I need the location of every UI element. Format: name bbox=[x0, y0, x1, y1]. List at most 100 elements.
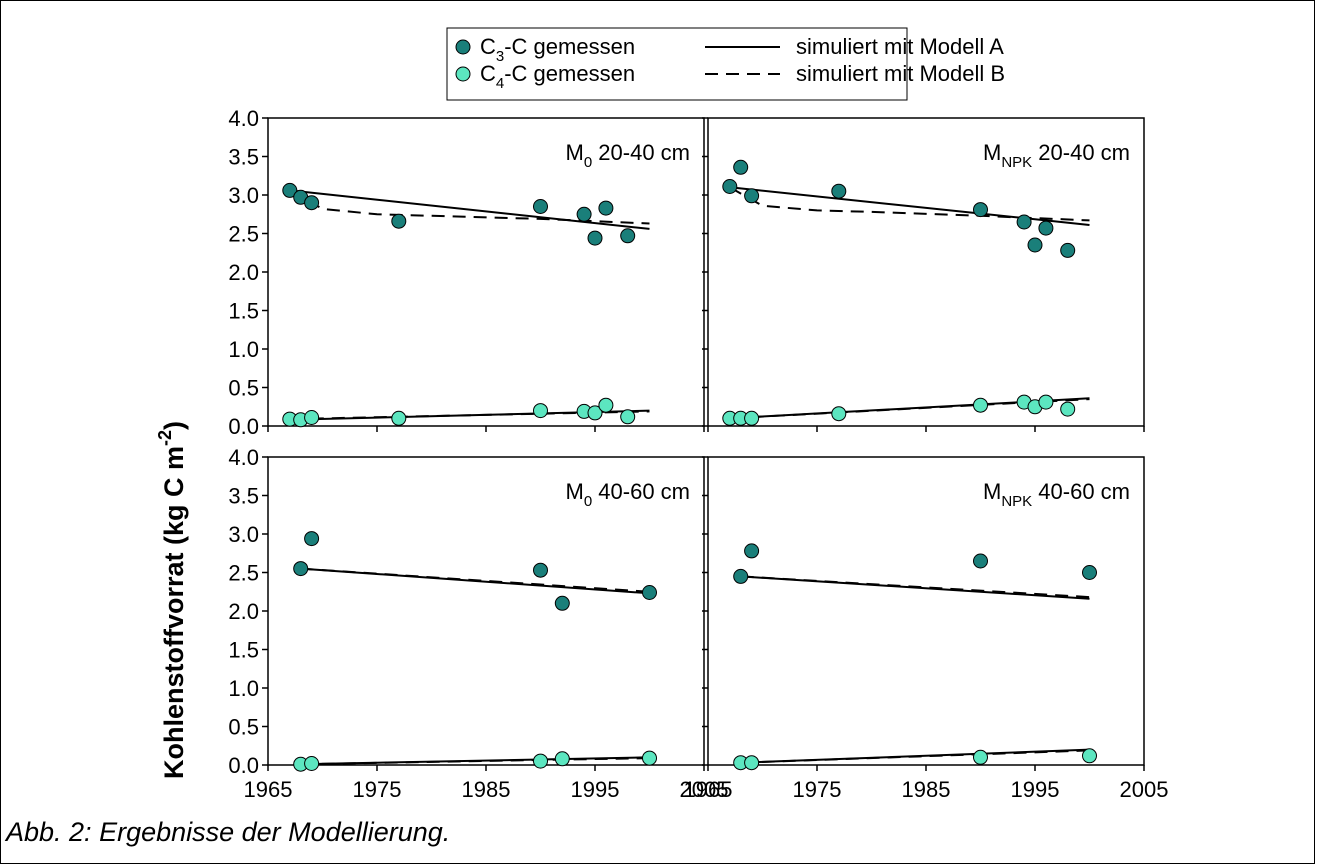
y-tick-label: 0.0 bbox=[228, 414, 259, 439]
c3-point bbox=[533, 199, 548, 214]
c4-point bbox=[598, 397, 614, 413]
c3-point bbox=[973, 553, 988, 569]
y-tick-label: 0.5 bbox=[228, 715, 259, 740]
y-tick-label: 2.0 bbox=[228, 599, 259, 624]
c3-point bbox=[744, 188, 760, 204]
c3-point bbox=[293, 561, 309, 577]
y-tick-label: 3.0 bbox=[228, 522, 259, 547]
c3-point bbox=[1016, 214, 1032, 230]
y-tick-label: 1.0 bbox=[228, 676, 259, 701]
legend-model-b-label: simuliert mit Modell B bbox=[796, 61, 1005, 86]
x-tick-label: 1985 bbox=[902, 777, 951, 802]
c4-point bbox=[620, 409, 636, 425]
panel-label: MNPK 20-40 cm bbox=[983, 140, 1130, 171]
y-tick-label: 4.0 bbox=[228, 106, 259, 131]
x-tick-label: 1965 bbox=[684, 777, 733, 802]
model-b-line bbox=[729, 186, 1090, 222]
x-tick-label: 1975 bbox=[353, 777, 402, 802]
figure-caption: Abb. 2: Ergebnisse der Modellierung. bbox=[6, 817, 451, 847]
panel-label: M0 40-60 cm bbox=[566, 479, 691, 510]
y-tick-label: 3.5 bbox=[228, 484, 259, 509]
y-tick-label: 4.0 bbox=[228, 445, 259, 470]
c3-point bbox=[1060, 242, 1076, 258]
y-tick-label: 0.5 bbox=[228, 376, 259, 401]
model-b-line bbox=[300, 567, 650, 593]
x-tick-label: 1975 bbox=[793, 777, 842, 802]
panel-bottom-left: 1965 1975 1985 1995 2005 0.0 0.5 1.0 1.5 2.0 2.5 3.… bbox=[228, 445, 728, 802]
c4-point bbox=[1082, 748, 1097, 764]
c3-point bbox=[282, 182, 298, 198]
c3-point bbox=[304, 531, 320, 547]
y-axis-label: Kohlenstoffvorrat (kg C m-2) bbox=[155, 421, 189, 779]
x-tick-label: 1965 bbox=[244, 777, 293, 802]
legend-box bbox=[446, 27, 908, 101]
model-b-line bbox=[740, 575, 1090, 599]
c3-point bbox=[576, 206, 592, 222]
model-b-line bbox=[300, 757, 650, 766]
c3-point bbox=[1038, 220, 1054, 236]
c4-point bbox=[973, 749, 988, 765]
y-tick-label: 1.5 bbox=[228, 299, 259, 324]
x-tick-label: 1995 bbox=[571, 777, 620, 802]
x-tick-label: 1985 bbox=[462, 777, 511, 802]
c4-point bbox=[304, 756, 320, 771]
c4-point bbox=[554, 751, 570, 767]
c3-point bbox=[973, 202, 988, 218]
legend-c3-label: C3-C gemessen bbox=[480, 34, 635, 65]
panels: 0.0 0.5 1.0 1.5 2.0 2.5 3.0 3.5 4.0 M0 20-40 cm MN… bbox=[228, 106, 1168, 802]
y-axis-label-close: ) bbox=[159, 421, 189, 430]
c3-point bbox=[533, 562, 548, 578]
legend-c4-marker bbox=[455, 66, 471, 82]
panel-top-left: 0.0 0.5 1.0 1.5 2.0 2.5 3.0 3.5 4.0 M0 20-40 cm bbox=[228, 106, 705, 439]
x-tick-label: 2005 bbox=[680, 777, 729, 802]
c4-point bbox=[744, 410, 760, 426]
y-axis-label-superscript: -2 bbox=[155, 430, 175, 446]
x-tick-label: 2005 bbox=[1120, 777, 1169, 802]
c3-point bbox=[620, 228, 636, 244]
y-tick-label: 3.0 bbox=[228, 183, 259, 208]
c4-point bbox=[973, 397, 988, 413]
y-tick-label: 2.5 bbox=[228, 222, 259, 247]
c4-point bbox=[831, 406, 847, 422]
x-tick-label: 1995 bbox=[1011, 777, 1060, 802]
c3-point bbox=[304, 195, 320, 211]
c3-point bbox=[391, 213, 407, 229]
y-tick-label: 0.0 bbox=[228, 753, 259, 778]
c4-point bbox=[1060, 401, 1076, 417]
c3-point bbox=[733, 159, 749, 175]
c3-point bbox=[642, 585, 657, 600]
c4-point bbox=[304, 410, 320, 425]
panel-top-right: MNPK 20-40 cm bbox=[702, 117, 1145, 432]
y-tick-label: 3.5 bbox=[228, 145, 259, 170]
model-b-line bbox=[740, 749, 1090, 764]
y-tick-label: 2.5 bbox=[228, 561, 259, 586]
c4-point bbox=[533, 403, 548, 419]
panel-bottom-right: 1965 1975 1985 1995 2005 MNPK 40-60 cm bbox=[684, 456, 1169, 802]
c4-point bbox=[1038, 394, 1054, 410]
c4-point bbox=[391, 410, 407, 426]
y-axis-label-main: Kohlenstoffvorrat (kg C m bbox=[159, 446, 189, 779]
c3-point bbox=[1082, 565, 1097, 580]
y-tick-label: 1.0 bbox=[228, 337, 259, 362]
c3-point bbox=[744, 543, 760, 559]
y-tick-label: 2.0 bbox=[228, 260, 259, 285]
c3-point bbox=[733, 568, 749, 584]
legend-model-a-label: simuliert mit Modell A bbox=[796, 34, 1004, 59]
c3-point bbox=[598, 200, 614, 216]
c3-point bbox=[587, 230, 603, 246]
c3-point bbox=[722, 179, 738, 194]
c3-point bbox=[1027, 237, 1043, 253]
c4-point bbox=[744, 755, 760, 771]
panel-label: M0 20-40 cm bbox=[566, 140, 691, 171]
panel-label: MNPK 40-60 cm bbox=[983, 479, 1130, 510]
legend: C3-C gemessen C4-C gemessen simuliert mi… bbox=[446, 27, 1005, 101]
c3-point bbox=[554, 595, 570, 611]
c3-point bbox=[831, 183, 847, 199]
y-tick-label: 1.5 bbox=[228, 638, 259, 663]
c4-point bbox=[642, 750, 657, 766]
c4-point bbox=[587, 405, 603, 421]
c4-point bbox=[533, 753, 548, 769]
model-a-line bbox=[289, 189, 650, 230]
